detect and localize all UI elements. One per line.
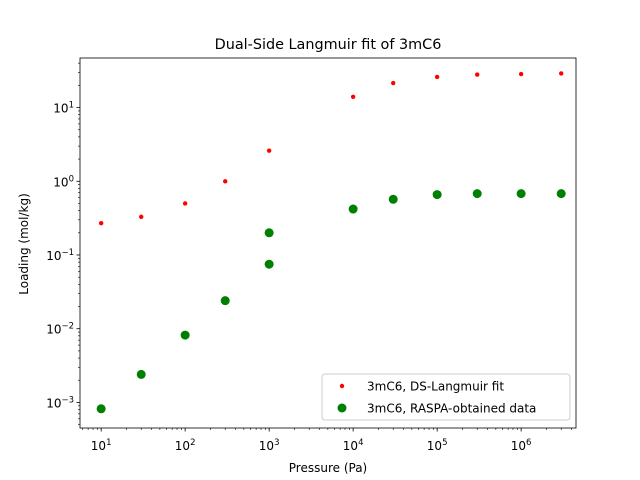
tick-label-exponent: 0	[69, 174, 74, 184]
x-tick-label: 106	[511, 438, 532, 453]
chart-title: Dual-Side Langmuir fit of 3mC6	[215, 37, 442, 53]
plot-background	[80, 58, 576, 428]
data-point	[182, 201, 188, 206]
data-point	[223, 179, 228, 184]
plot-area	[80, 58, 576, 428]
tick-label-base: 10	[46, 323, 61, 337]
data-point	[136, 369, 146, 379]
tick-label-exponent: 4	[358, 438, 363, 448]
legend-label: 3mC6, DS-Langmuir fit	[367, 380, 504, 394]
data-point	[516, 189, 526, 199]
x-tick-label: 102	[175, 438, 196, 453]
series-layer	[96, 71, 566, 414]
tick-label-base: 10	[46, 249, 61, 263]
data-point	[139, 214, 144, 219]
y-tick-label: 10−2	[46, 322, 74, 337]
data-point	[264, 259, 274, 269]
data-point	[180, 330, 190, 340]
data-point	[350, 94, 356, 99]
legend-marker	[337, 403, 347, 413]
data-point	[264, 228, 274, 238]
series-1	[98, 71, 564, 226]
tick-label-exponent: 3	[274, 438, 279, 448]
y-axis-label: Loading (mol/kg)	[17, 193, 31, 295]
tick-label-base: 10	[427, 439, 442, 453]
x-tick-label: 105	[427, 438, 448, 453]
data-point	[98, 220, 104, 226]
legend: 3mC6, DS-Langmuir fit 3mC6, RASPA-obtaine…	[321, 373, 571, 421]
data-point	[432, 190, 442, 200]
data-point	[475, 72, 480, 77]
data-point	[391, 80, 396, 86]
tick-label-exponent: −1	[61, 248, 74, 258]
tick-label-base: 10	[53, 102, 68, 116]
legend-box	[321, 373, 571, 421]
data-point	[559, 71, 564, 76]
data-point	[220, 296, 230, 306]
tick-label-base: 10	[46, 396, 61, 410]
tick-label-exponent: −2	[61, 322, 74, 332]
x-tick-label: 103	[259, 438, 280, 453]
tick-label-base: 10	[53, 175, 68, 189]
data-point	[348, 204, 358, 214]
tick-label-exponent: −3	[61, 395, 74, 405]
y-tick-label: 100	[53, 174, 74, 189]
x-tick-label: 104	[343, 438, 364, 453]
y-tick-label: 10−1	[46, 248, 74, 263]
data-point	[518, 71, 524, 77]
legend-label: 3mC6, RASPA-obtained data	[367, 402, 536, 416]
tick-label-exponent: 5	[442, 438, 447, 448]
legend-marker	[339, 383, 345, 389]
y-tick-label: 10−3	[46, 395, 74, 410]
tick-label-base: 10	[259, 439, 274, 453]
data-point	[96, 404, 106, 414]
data-point	[434, 74, 440, 80]
series-2	[96, 189, 566, 414]
data-point	[266, 148, 272, 153]
tick-label-base: 10	[175, 439, 190, 453]
x-axis-label: Pressure (Pa)	[289, 461, 367, 475]
tick-label-exponent: 6	[526, 438, 531, 448]
data-point	[472, 189, 482, 199]
y-tick-label: 101	[53, 101, 74, 116]
data-point	[556, 189, 566, 199]
tick-label-exponent: 1	[106, 438, 111, 448]
data-point	[388, 194, 398, 204]
tick-label-base: 10	[343, 439, 358, 453]
tick-label-exponent: 2	[190, 438, 195, 448]
x-tick-label: 101	[91, 438, 112, 453]
tick-label-exponent: 1	[69, 101, 74, 111]
tick-label-base: 10	[91, 439, 106, 453]
tick-label-base: 10	[511, 439, 526, 453]
